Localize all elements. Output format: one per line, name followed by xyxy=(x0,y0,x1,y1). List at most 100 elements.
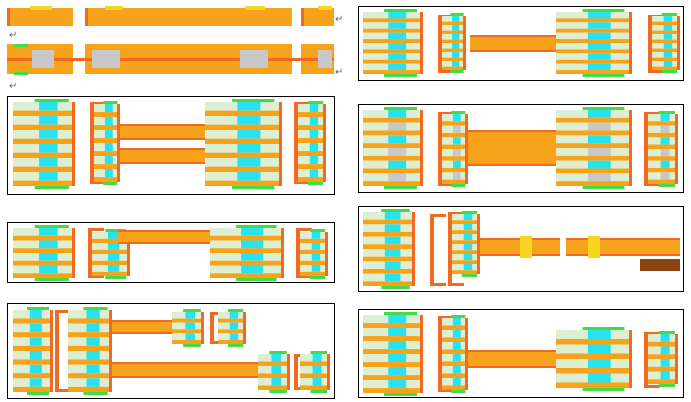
stack-lower-a-cap-top xyxy=(269,351,287,355)
lower-bar-edge-top xyxy=(120,148,206,150)
stack-left-inner-layer xyxy=(92,249,130,254)
stack-left-layer xyxy=(13,273,75,278)
strip-top-a xyxy=(7,8,73,26)
stack-left-via xyxy=(388,43,407,50)
stack-right-inner-cap-bottom xyxy=(658,383,675,387)
stack-left-via xyxy=(388,12,407,19)
stack-right-cap-top xyxy=(235,225,277,229)
stack-right-via xyxy=(237,158,261,167)
center-bar-edge-bottom xyxy=(468,164,556,166)
stack-left-inner-layer xyxy=(442,156,468,161)
stack-left-inner-via xyxy=(104,104,113,113)
stack-left-inner-via xyxy=(107,254,120,261)
stack-left-inner-layer xyxy=(442,361,468,366)
stack-left-inner xyxy=(94,101,120,185)
stack-lower-b-layer xyxy=(300,385,330,390)
stack-upper-b-layer xyxy=(218,318,246,323)
stack-left-layer xyxy=(13,260,75,266)
stack-left-via xyxy=(388,110,407,118)
panel-5 xyxy=(7,222,335,283)
stack-right-layer xyxy=(556,39,632,43)
stack-right-inner-cap-top xyxy=(307,101,324,105)
stack-left-layer xyxy=(363,155,423,161)
center-bar-edge-top xyxy=(470,35,560,37)
stack-right-inner-cap-bottom xyxy=(309,275,326,279)
stack-left-layer xyxy=(363,59,423,64)
stack-left-layer xyxy=(363,281,415,286)
rail-left xyxy=(438,112,454,186)
stack-left-layer xyxy=(363,268,415,274)
top-bar xyxy=(118,230,210,244)
rail-right xyxy=(644,332,660,388)
rail-left-left xyxy=(88,228,92,278)
rail-mid-bottom xyxy=(448,283,464,286)
stack-right-inner-layer xyxy=(652,66,680,70)
strip-top-c xyxy=(301,8,334,26)
stack-left-layer xyxy=(363,117,423,123)
strip-top-edge xyxy=(7,8,10,26)
lower-bar-edge-bottom xyxy=(112,376,260,378)
stack-right-inner-edge xyxy=(675,334,678,384)
stack-left xyxy=(13,225,75,281)
panel-7 xyxy=(7,303,335,399)
stack-left-layer xyxy=(363,49,423,54)
stack-left-via xyxy=(39,130,58,139)
stack-left-inner-via xyxy=(452,160,461,168)
stack-right-inner-layer xyxy=(648,121,678,126)
stack-right-via xyxy=(587,12,611,19)
stack-left-via xyxy=(384,273,401,282)
stack-right-via xyxy=(587,122,611,131)
stack-upper-a-via xyxy=(185,322,196,330)
stack-left-inner-layer xyxy=(442,179,468,184)
stack-right-inner-layer xyxy=(652,30,680,34)
stack-left-b-cap-top xyxy=(83,307,108,311)
stack-right-edge xyxy=(629,12,632,74)
stack-left-inner-via xyxy=(104,130,113,139)
stack-upper-a-edge xyxy=(201,312,204,344)
rail-right-bottom xyxy=(294,181,310,184)
bottom-bar-edge-top xyxy=(468,350,556,352)
upper-bar xyxy=(112,320,174,334)
stack-left-via xyxy=(384,224,401,232)
stack-right-inner-via xyxy=(309,104,319,113)
panel-8 xyxy=(358,309,684,398)
gray-pad-a xyxy=(32,50,54,68)
stack-right-via xyxy=(587,22,611,29)
stack-left-layer xyxy=(13,318,53,324)
stack-left-via xyxy=(39,172,58,181)
upper-bar-edge-top xyxy=(120,124,206,126)
stack-left-inner-edge xyxy=(465,318,468,390)
stack-right-inner-cap-top xyxy=(658,331,675,335)
stack-right-inner-cap-top xyxy=(661,13,678,17)
rail-right-left xyxy=(648,15,652,73)
stack-right-inner-via xyxy=(663,16,673,22)
stack-left-layer xyxy=(363,336,423,341)
stack-left-cap-top xyxy=(381,209,410,213)
rail-left xyxy=(90,102,106,184)
stack-right-layer xyxy=(210,235,284,241)
rail-left-left xyxy=(438,316,442,392)
rail-right-bottom xyxy=(648,70,664,73)
stack-left-inner-layer xyxy=(442,337,468,342)
stack-right-via xyxy=(237,130,261,139)
stack-right-layer xyxy=(205,166,282,172)
stack-upper-a-cap-top xyxy=(183,309,201,313)
rail-left-left xyxy=(90,102,94,184)
rail-left-bottom xyxy=(88,275,104,278)
stack-right-edge xyxy=(279,102,282,186)
stack-right-layer xyxy=(205,124,282,130)
stack-right-inner-via xyxy=(663,43,673,49)
stack-left-inner-layer xyxy=(94,125,120,130)
stack-upper-b-layer xyxy=(218,329,246,334)
stack-left-b-layer xyxy=(68,386,112,392)
stack-right xyxy=(205,99,282,189)
stack-lower-a-layer xyxy=(258,361,290,366)
center-bar-edge-top xyxy=(468,130,556,132)
stack-right-layer xyxy=(556,59,632,64)
stack-left-inner-via xyxy=(107,232,120,239)
stack-lower-b-edge xyxy=(327,354,330,390)
stack-right-layer xyxy=(556,130,632,136)
stack-lower-b-via xyxy=(312,378,322,386)
stack-left xyxy=(363,9,423,77)
stack-right-inner-cap-bottom xyxy=(661,69,678,73)
